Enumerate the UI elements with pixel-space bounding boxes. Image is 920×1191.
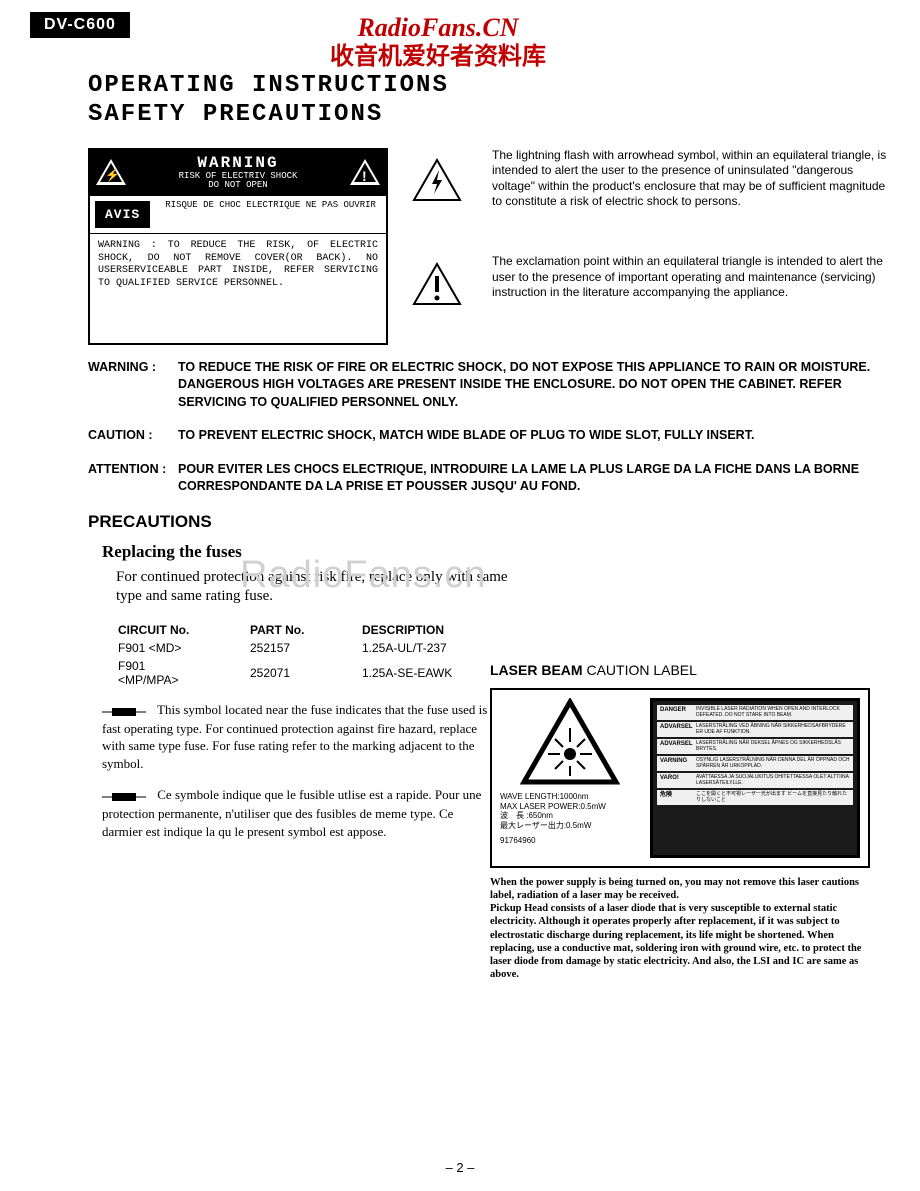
table-row: F901 <MP/MPA> 252071 1.25A-SE-EAWK xyxy=(118,659,492,689)
fuse-table: CIRCUIT No. PART No. DESCRIPTION F901 <M… xyxy=(116,621,494,691)
exclaim-symbol-icon xyxy=(412,262,462,306)
table-cell: 1.25A-UL/T-237 xyxy=(362,641,492,657)
warning-bottom-text: WARNING : TO REDUCE THE RISK, OF ELECTRI… xyxy=(90,234,386,296)
watermark-line1: RadioFans.CN xyxy=(330,12,546,43)
fuse-note-1: This symbol located near the fuse indica… xyxy=(102,701,492,772)
table-cell: F901 <MD> xyxy=(118,641,248,657)
heading-2: SAFETY PRECAUTIONS xyxy=(88,101,890,130)
laser-warning-table: DANGERINVISIBLE LASER RADIATION WHEN OPE… xyxy=(650,698,860,858)
bolt-triangle-icon xyxy=(96,159,126,185)
laser-triangle-icon xyxy=(520,698,620,786)
table-cell: 252071 xyxy=(250,659,360,689)
watermark-top: RadioFans.CN 收音机爱好者资料库 xyxy=(330,12,546,72)
table-header: CIRCUIT No. xyxy=(118,623,248,639)
table-cell: F901 <MP/MPA> xyxy=(118,659,248,689)
watermark-line2: 收音机爱好者资料库 xyxy=(330,43,546,72)
table-row: F901 <MD> 252157 1.25A-UL/T-237 xyxy=(118,641,492,657)
warning-sub2: DO NOT OPEN xyxy=(126,181,350,191)
warning-title: WARNING xyxy=(126,154,350,172)
avis-label: AVIS xyxy=(93,199,152,230)
model-badge: DV-C600 xyxy=(30,12,130,38)
page-headings: OPERATING INSTRUCTIONS SAFETY PRECAUTION… xyxy=(88,72,890,130)
exclaim-triangle-icon xyxy=(350,159,380,185)
table-header: PART No. xyxy=(250,623,360,639)
notices-section: WARNING :TO REDUCE THE RISK OF FIRE OR E… xyxy=(88,359,880,496)
fuse-symbol-icon xyxy=(102,787,146,805)
notice-label: WARNING : xyxy=(88,359,178,412)
laser-specs: WAVE LENGTH:1000nm MAX LASER POWER:0.5mW… xyxy=(500,792,640,846)
notice-label: CAUTION : xyxy=(88,427,178,445)
watermark-mid: RadioFans.cn xyxy=(240,554,486,597)
heading-1: OPERATING INSTRUCTIONS xyxy=(88,72,890,101)
fuse-note-2: Ce symbole indique que le fusible utlise… xyxy=(102,786,492,840)
fuse-symbol-icon xyxy=(102,702,146,720)
replace-fuses-heading: Replacing the fuses xyxy=(102,542,890,562)
notice-text: POUR EVITER LES CHOCS ELECTRIQUE, INTROD… xyxy=(178,461,880,496)
avis-text: RISQUE DE CHOC ELECTRIQUE NE PAS OUVRIR xyxy=(155,196,386,233)
exclaim-description: The exclamation point within an equilate… xyxy=(492,254,890,301)
notice-text: TO PREVENT ELECTRIC SHOCK, MATCH WIDE BL… xyxy=(178,427,880,445)
table-header: DESCRIPTION xyxy=(362,623,492,639)
laser-heading: LASER BEAM CAUTION LABEL xyxy=(490,662,870,678)
laser-label-box: WAVE LENGTH:1000nm MAX LASER POWER:0.5mW… xyxy=(490,688,870,868)
warning-box: WARNING RISK OF ELECTRIV SHOCK DO NOT OP… xyxy=(88,148,388,345)
notice-text: TO REDUCE THE RISK OF FIRE OR ELECTRIC S… xyxy=(178,359,880,412)
bolt-description: The lightning flash with arrowhead symbo… xyxy=(492,148,890,210)
table-cell: 1.25A-SE-EAWK xyxy=(362,659,492,689)
bolt-symbol-icon xyxy=(412,158,462,202)
laser-caution-text: When the power supply is being turned on… xyxy=(490,876,870,981)
notice-label: ATTENTION : xyxy=(88,461,178,496)
table-cell: 252157 xyxy=(250,641,360,657)
page-number: – 2 – xyxy=(446,1160,475,1175)
precautions-heading: PRECAUTIONS xyxy=(88,512,890,532)
